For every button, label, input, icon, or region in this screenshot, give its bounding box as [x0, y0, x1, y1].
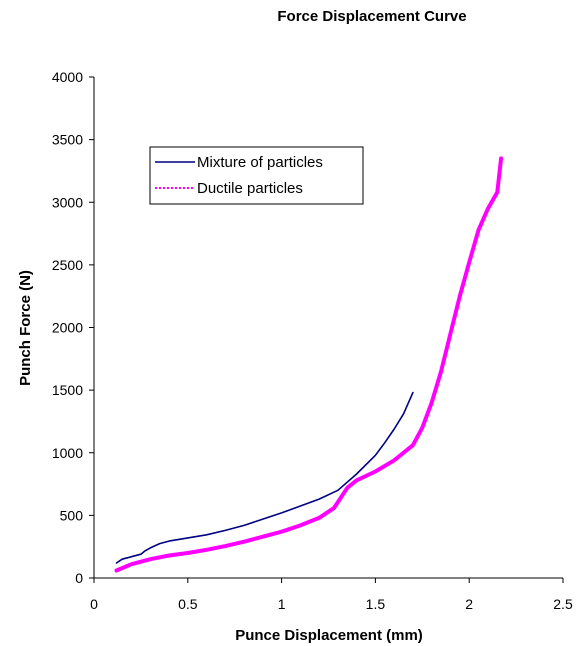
y-tick-label: 3000	[52, 194, 83, 210]
x-tick-label: 0.5	[178, 596, 198, 612]
x-axis: 0 0.5 1 1.5 2 2.5	[90, 577, 573, 612]
x-axis-label: Punce Displacement (mm)	[235, 627, 423, 644]
series-line-ductile	[114, 156, 504, 573]
chart-title: Force Displacement Curve	[277, 8, 466, 25]
y-tick-label: 3500	[52, 132, 83, 148]
y-axis: 0 500 1000 1500 2000 2500 3000 3500 4000	[52, 69, 95, 586]
series-group	[114, 156, 504, 573]
y-tick-label: 1000	[52, 445, 83, 461]
x-tick-label: 2	[465, 596, 473, 612]
y-tick-label: 4000	[52, 69, 83, 85]
y-tick-label: 2500	[52, 257, 83, 273]
x-tick-label: 0	[90, 596, 98, 612]
y-tick-label: 2000	[52, 320, 83, 336]
x-tick-label: 2.5	[553, 596, 573, 612]
x-tick-label: 1	[278, 596, 286, 612]
legend-label-ductile: Ductile particles	[197, 180, 303, 197]
y-axis-label: Punch Force (N)	[17, 270, 34, 386]
y-tick-label: 1500	[52, 382, 83, 398]
y-tick-label: 0	[75, 570, 83, 586]
legend-box	[149, 146, 364, 205]
legend-label-mixture: Mixture of particles	[197, 154, 323, 171]
legend: Mixture of particles Ductile particles	[149, 146, 364, 205]
series-line-mixture	[115, 391, 414, 564]
y-tick-label: 500	[60, 507, 84, 523]
x-tick-label: 1.5	[366, 596, 386, 612]
